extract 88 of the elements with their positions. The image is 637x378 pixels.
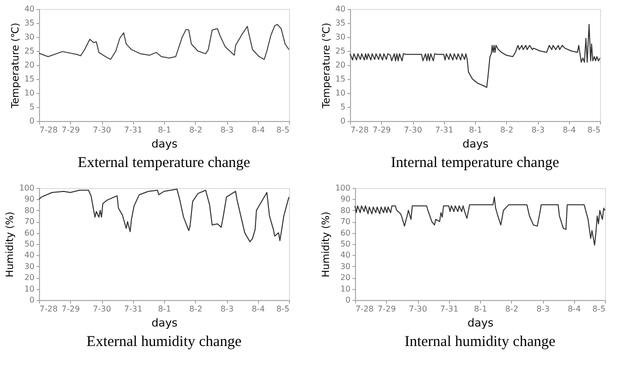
- y-tick-label: 40: [340, 250, 350, 260]
- y-tick-label: 20: [340, 273, 350, 282]
- y-tick-label: 40: [24, 4, 34, 14]
- x-tick-label: 7-31: [435, 126, 454, 134]
- y-tick-label: 30: [24, 32, 34, 42]
- x-tick-label: 8-3: [220, 126, 234, 134]
- y-tick-label: 20: [335, 60, 346, 70]
- y-tick-label: 5: [29, 102, 34, 112]
- x-tick-label: 7-28: [40, 126, 58, 134]
- y-tick-label: 50: [24, 240, 34, 248]
- y-tick-label: 70: [24, 217, 34, 226]
- x-tick-label: 8-5: [276, 126, 290, 134]
- y-tick-label: 10: [24, 88, 34, 98]
- y-tick-label: 80: [24, 206, 34, 215]
- y-tick-label: 40: [335, 4, 346, 14]
- x-tick-label: 8-3: [531, 126, 545, 134]
- x-axis-title: days: [468, 316, 494, 330]
- x-tick-label: 8-4: [252, 304, 265, 314]
- y-tick-label: 25: [24, 46, 34, 56]
- y-axis-title: Temperature (℃): [10, 22, 22, 110]
- x-tick-label: 8-1: [468, 126, 482, 134]
- y-tick-label: 0: [29, 296, 34, 304]
- text: External humidity change: [86, 334, 242, 350]
- x-tick-label: 7-28: [40, 304, 58, 314]
- y-axis-title: Humidity (%): [321, 211, 332, 278]
- x-tick-label: 7-30: [92, 304, 112, 314]
- x-tick-label: 8-2: [505, 304, 518, 314]
- y-tick-label: 20: [24, 273, 34, 282]
- text: Internal temperature change: [390, 155, 560, 171]
- x-tick-label: 7-28: [350, 126, 369, 134]
- y-tick-label: 15: [24, 74, 34, 84]
- y-tick-label: 50: [340, 240, 350, 248]
- x-tick-label: 7-30: [92, 126, 112, 134]
- y-axis-title: Temperature (℃): [321, 22, 332, 110]
- x-tick-label: 7-31: [124, 126, 142, 134]
- y-tick-label: 0: [345, 296, 350, 304]
- x-axis-title: days: [152, 138, 178, 150]
- x-tick-label: 7-29: [378, 304, 396, 314]
- y-tick-label: 40: [24, 250, 34, 260]
- x-tick-label: 8-4: [568, 304, 581, 314]
- y-tick-label: 15: [335, 74, 346, 84]
- x-tick-label: 7-29: [62, 126, 80, 134]
- y-tick-label: 0: [340, 116, 346, 126]
- y-tick-label: 100: [19, 184, 34, 192]
- y-tick-label: 70: [340, 217, 350, 226]
- x-tick-label: 7-31: [124, 304, 142, 314]
- y-axis-title: Humidity (%): [5, 211, 16, 278]
- x-tick-label: 8-3: [536, 304, 550, 314]
- x-tick-label: 8-4: [252, 126, 265, 134]
- y-tick-label: 90: [340, 194, 350, 204]
- x-tick-label: 8-1: [158, 126, 172, 134]
- x-axis-title: days: [152, 316, 178, 330]
- y-tick-label: 10: [340, 284, 350, 294]
- y-tick-label: 80: [340, 206, 350, 215]
- y-tick-label: 10: [335, 88, 346, 98]
- y-tick-label: 35: [335, 18, 346, 28]
- y-tick-label: 10: [24, 284, 34, 294]
- y-tick-label: 30: [335, 32, 346, 42]
- x-tick-label: 8-4: [562, 126, 576, 134]
- x-tick-label: 8-2: [500, 126, 514, 134]
- x-tick-label: 7-28: [356, 304, 374, 314]
- x-tick-label: 8-5: [592, 304, 606, 314]
- x-tick-label: 8-2: [189, 304, 202, 314]
- y-tick-label: 25: [335, 46, 346, 56]
- x-tick-label: 7-30: [408, 304, 428, 314]
- y-tick-label: 0: [29, 116, 34, 126]
- y-tick-label: 90: [24, 194, 34, 204]
- x-tick-label: 8-5: [587, 126, 600, 134]
- text: Internal humidity change: [404, 334, 556, 350]
- x-tick-label: 8-3: [220, 304, 234, 314]
- y-tick-label: 30: [340, 262, 350, 271]
- y-tick-label: 20: [24, 60, 34, 70]
- x-tick-label: 7-29: [62, 304, 80, 314]
- x-tick-label: 8-5: [276, 304, 290, 314]
- x-tick-label: 8-1: [158, 304, 172, 314]
- y-tick-label: 5: [340, 102, 346, 112]
- y-tick-label: 35: [24, 18, 34, 28]
- y-tick-label: 30: [24, 262, 34, 271]
- x-tick-label: 8-2: [189, 126, 202, 134]
- y-tick-label: 60: [24, 228, 34, 238]
- x-tick-label: 7-30: [404, 126, 422, 134]
- x-tick-label: 7-29: [372, 126, 391, 134]
- x-tick-label: 7-31: [440, 304, 458, 314]
- y-tick-label: 100: [335, 184, 350, 192]
- y-tick-label: 60: [340, 228, 350, 238]
- x-axis-title: days: [462, 138, 489, 150]
- x-tick-label: 8-1: [474, 304, 488, 314]
- text: External temperature change: [78, 155, 251, 171]
